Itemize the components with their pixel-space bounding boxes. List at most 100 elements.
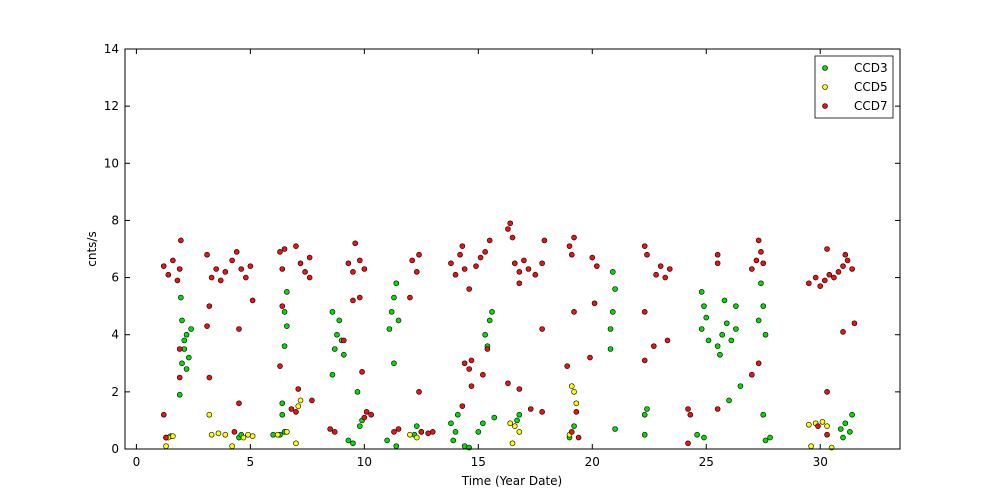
data-point xyxy=(521,257,527,264)
data-point xyxy=(176,391,183,398)
data-point xyxy=(514,417,520,424)
data-point xyxy=(386,326,393,332)
data-point xyxy=(279,266,286,272)
data-point xyxy=(653,271,659,278)
data-point xyxy=(641,243,648,249)
data-point xyxy=(466,286,472,292)
data-point xyxy=(450,437,457,444)
data-point xyxy=(293,243,299,249)
data-point xyxy=(840,263,846,269)
data-point xyxy=(331,429,338,435)
data-point xyxy=(755,360,762,367)
data-point xyxy=(395,426,402,432)
data-point xyxy=(840,434,846,441)
data-point xyxy=(824,389,830,395)
data-point xyxy=(245,431,251,438)
data-point xyxy=(174,277,181,284)
data-point xyxy=(737,383,744,389)
data-point xyxy=(525,266,532,272)
y-tick-label: 14 xyxy=(104,42,119,56)
data-point xyxy=(489,309,495,315)
data-point xyxy=(685,440,691,447)
data-point xyxy=(767,434,773,441)
data-point xyxy=(363,409,370,415)
data-point xyxy=(835,269,842,275)
data-point xyxy=(217,277,224,284)
data-point xyxy=(309,397,315,404)
data-point xyxy=(484,346,491,352)
data-point xyxy=(295,386,302,392)
data-point xyxy=(306,274,313,281)
data-point xyxy=(454,411,461,418)
data-point xyxy=(179,360,185,367)
data-point xyxy=(284,429,290,435)
data-point xyxy=(847,429,853,435)
data-point xyxy=(418,429,425,435)
data-point xyxy=(281,246,288,252)
data-point xyxy=(425,430,431,437)
data-point xyxy=(511,260,518,267)
data-point xyxy=(612,426,618,432)
data-point xyxy=(516,280,523,287)
data-point xyxy=(350,269,356,275)
y-tick-label: 10 xyxy=(104,156,119,170)
data-point xyxy=(573,409,580,415)
data-point xyxy=(573,400,580,407)
data-point xyxy=(568,251,575,258)
data-point xyxy=(486,237,493,244)
data-point xyxy=(509,440,516,447)
data-point xyxy=(176,346,183,352)
data-point xyxy=(705,337,712,344)
data-point xyxy=(213,266,219,272)
legend-marker xyxy=(822,103,828,109)
legend-marker xyxy=(822,65,828,71)
data-point xyxy=(505,226,511,232)
data-point xyxy=(279,400,286,407)
data-point xyxy=(571,423,577,429)
data-point xyxy=(448,260,454,267)
data-point xyxy=(651,343,657,349)
data-point xyxy=(539,409,545,415)
data-point xyxy=(461,360,468,367)
x-tick-label: 25 xyxy=(699,455,714,469)
data-point xyxy=(361,266,368,272)
data-point xyxy=(461,443,468,449)
data-point xyxy=(644,406,650,412)
data-point xyxy=(849,411,855,418)
data-point xyxy=(568,429,575,435)
data-point xyxy=(334,331,340,338)
data-point xyxy=(388,309,395,315)
data-point xyxy=(163,434,169,441)
data-point xyxy=(206,374,213,381)
data-point xyxy=(240,434,247,441)
data-point xyxy=(181,337,188,344)
data-point xyxy=(728,337,735,344)
data-point xyxy=(806,280,812,287)
data-point xyxy=(844,257,851,264)
data-point xyxy=(356,257,363,264)
data-point xyxy=(204,251,210,258)
data-point xyxy=(165,271,172,278)
data-point xyxy=(356,423,363,429)
data-point xyxy=(468,357,475,364)
data-point xyxy=(407,294,413,301)
data-point xyxy=(817,283,824,289)
data-point xyxy=(687,411,694,418)
data-point xyxy=(516,269,523,275)
data-point xyxy=(341,337,347,344)
data-point xyxy=(749,371,755,378)
data-point xyxy=(229,257,235,264)
data-point xyxy=(284,323,290,329)
data-point xyxy=(607,326,614,332)
data-point xyxy=(760,260,767,267)
data-point xyxy=(594,263,600,269)
data-point xyxy=(178,237,184,244)
data-point xyxy=(393,443,400,449)
data-point xyxy=(345,260,352,267)
data-point xyxy=(297,260,304,267)
data-point xyxy=(575,434,582,441)
data-point xyxy=(721,297,728,304)
data-point xyxy=(837,426,844,432)
data-point xyxy=(753,257,760,264)
data-point xyxy=(183,366,190,372)
